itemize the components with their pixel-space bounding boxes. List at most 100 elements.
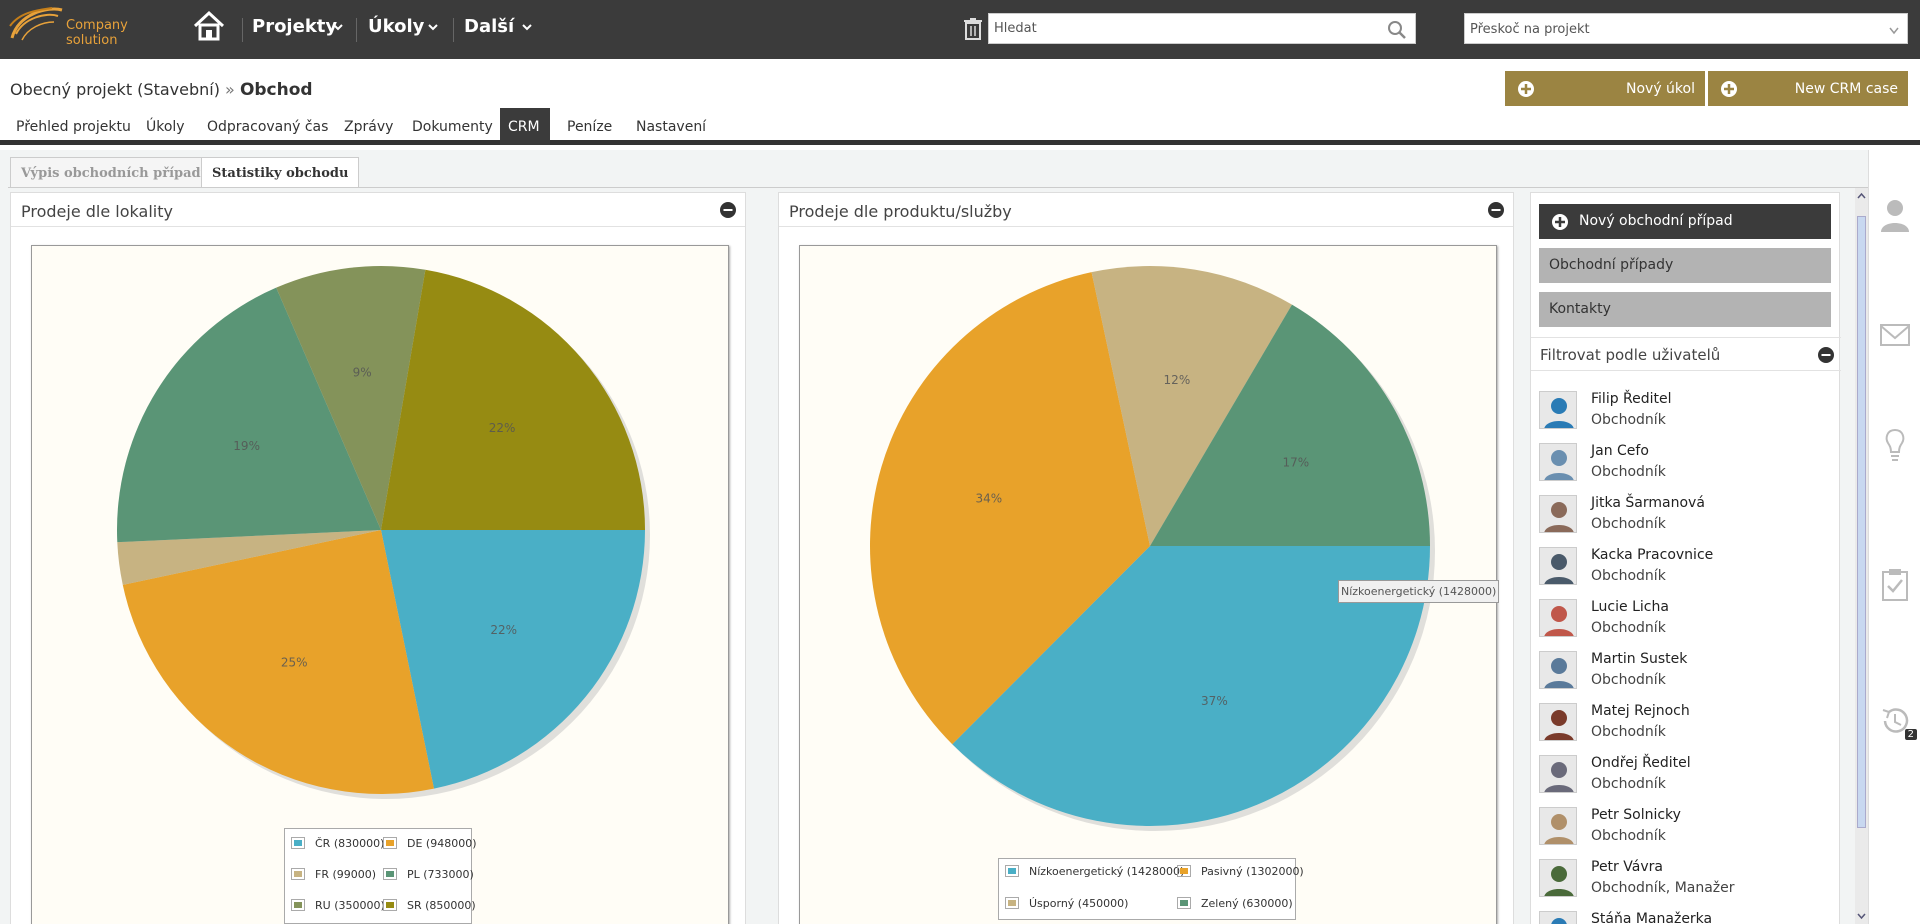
user-name: Jan Cefo <box>1591 443 1649 459</box>
tab-crm[interactable]: CRM <box>500 108 550 145</box>
search-icon[interactable] <box>1387 20 1407 40</box>
new-business-case-button[interactable]: Nový obchodní případ <box>1539 204 1831 239</box>
scroll-down-icon[interactable] <box>1857 912 1866 920</box>
pie-slice-RU[interactable] <box>276 266 426 530</box>
home-button[interactable] <box>192 10 228 46</box>
legend-item: ČR (830000) <box>291 837 384 850</box>
new-task-button[interactable]: Nový úkol <box>1505 71 1705 106</box>
avatar <box>1539 599 1577 637</box>
nav-dalsi[interactable]: Další <box>464 16 515 37</box>
user-filter-item[interactable]: Martin Sustek Obchodník <box>1539 647 1829 691</box>
pie-slice-Úsporný[interactable] <box>1091 266 1292 546</box>
chart-product: 37% 34% 12% 17% Nízkoenergetický (1428000) … <box>799 245 1500 924</box>
user-filter-item[interactable]: Jitka Šarmanová Obchodník <box>1539 491 1829 535</box>
pie-data-label: 9% <box>353 366 372 380</box>
mail-icon[interactable] <box>1879 318 1911 352</box>
legend-item: Zelený (630000) <box>1177 897 1293 910</box>
tab-prehled[interactable]: Přehled projektu <box>16 119 131 135</box>
user-filter-item[interactable]: Stáňa Manažerka <box>1539 907 1829 924</box>
crm-sidebar: Nový obchodní případ Obchodní případy Ko… <box>1530 192 1841 924</box>
collapse-icon[interactable] <box>1817 346 1835 364</box>
trash-icon[interactable] <box>963 17 983 41</box>
plus-circle-icon <box>1721 81 1737 97</box>
pie-slice-SR[interactable] <box>381 269 645 530</box>
pie-slice-Zelený[interactable] <box>1150 304 1430 546</box>
contacts-button[interactable]: Kontakty <box>1539 292 1831 327</box>
search-input[interactable] <box>989 14 1379 43</box>
subtab-divider <box>8 187 1868 188</box>
business-cases-button[interactable]: Obchodní případy <box>1539 248 1831 283</box>
pie-slice-FR[interactable] <box>117 530 381 585</box>
subtab-vypis[interactable]: Výpis obchodních případů <box>10 157 222 188</box>
user-filter-item[interactable]: Lucie Licha Obchodník <box>1539 595 1829 639</box>
pie-slice-Nízkoenergetický[interactable] <box>952 546 1430 826</box>
new-crm-case-label: New CRM case <box>1794 81 1898 97</box>
user-filter-item[interactable]: Ondřej Ředitel Obchodník <box>1539 751 1829 795</box>
pie-slice-PL[interactable] <box>117 287 382 543</box>
tab-ukoly[interactable]: Úkoly <box>146 119 185 135</box>
user-name: Kacka Pracovnice <box>1591 547 1714 563</box>
user-filter-item[interactable]: Petr Solnicky Obchodník <box>1539 803 1829 847</box>
tab-nastaveni[interactable]: Nastavení <box>636 119 707 135</box>
chevron-down-icon[interactable] <box>428 22 438 32</box>
user-filter-item[interactable]: Petr Vávra Obchodník, Manažer <box>1539 855 1829 899</box>
nav-separator <box>242 18 243 42</box>
chevron-down-icon[interactable] <box>333 22 343 32</box>
scroll-up-icon[interactable] <box>1857 192 1866 200</box>
user-role: Obchodník <box>1591 516 1666 532</box>
collapse-icon[interactable] <box>1487 201 1505 219</box>
panel-header: Prodeje dle produktu/služby <box>779 193 1513 227</box>
company-logo[interactable]: Company solution <box>8 4 183 48</box>
subtab-statistiky[interactable]: Statistiky obchodu <box>201 157 360 188</box>
user-filter-item[interactable]: Jan Cefo Obchodník <box>1539 439 1829 483</box>
avatar <box>1539 807 1577 845</box>
page-title: Obchod <box>239 80 313 100</box>
user-icon[interactable] <box>1879 198 1911 232</box>
nav-ukoly[interactable]: Úkoly <box>368 16 425 37</box>
legend-item: RU (350000) <box>291 899 385 912</box>
tab-penize[interactable]: Peníze <box>567 119 613 135</box>
clipboard-check-icon[interactable] <box>1879 568 1911 602</box>
pie-data-label: 12% <box>1164 373 1191 387</box>
vertical-scrollbar[interactable] <box>1855 188 1868 924</box>
legend-location: ČR (830000) DE (948000) FR (99000) PL (7… <box>284 828 477 924</box>
user-filter-item[interactable]: Kacka Pracovnice Obchodník <box>1539 543 1829 587</box>
new-business-case-label: Nový obchodní případ <box>1579 213 1733 229</box>
legend-item: PL (733000) <box>383 868 474 881</box>
user-role: Obchodník <box>1591 724 1666 740</box>
lightbulb-icon[interactable] <box>1879 428 1911 462</box>
user-filter-item[interactable]: Filip Ředitel Obchodník <box>1539 387 1829 431</box>
tab-odpracovany-cas[interactable]: Odpracovaný čas <box>207 119 329 135</box>
history-icon <box>1882 708 1909 733</box>
avatar <box>1539 755 1577 793</box>
pie-slice-Pasivný[interactable] <box>869 272 1150 745</box>
pie-data-label: 37% <box>1201 694 1228 708</box>
user-name: Lucie Licha <box>1591 599 1669 615</box>
pie-chart-product: 37% 34% 12% 17% <box>869 266 1435 831</box>
user-filter-item[interactable]: Matej Rejnoch Obchodník <box>1539 699 1829 743</box>
scrollbar-thumb[interactable] <box>1857 216 1866 828</box>
project-jump-select[interactable]: Přeskoč na projekt <box>1464 13 1908 44</box>
user-name: Jitka Šarmanová <box>1591 495 1705 511</box>
nav-separator <box>453 18 454 42</box>
chevron-down-icon[interactable] <box>522 22 532 32</box>
chart-location: 22% 25% 19% 9% 22% ČR (830000) DE (948000) F… <box>31 245 729 924</box>
tab-zpravy[interactable]: Zprávy <box>344 119 394 135</box>
collapse-icon[interactable] <box>719 201 737 219</box>
user-role: Obchodník, Manažer <box>1591 880 1735 896</box>
user-role: Obchodník <box>1591 464 1666 480</box>
pie-slice-DE[interactable] <box>122 530 434 794</box>
user-name: Petr Solnicky <box>1591 807 1681 823</box>
nav-projekty[interactable]: Projekty <box>252 16 338 37</box>
avatar <box>1539 391 1577 429</box>
history-button[interactable]: 2 <box>1879 704 1917 740</box>
top-bar: Company solution Projekty Úkoly Další Př… <box>0 0 1920 59</box>
tab-dokumenty[interactable]: Dokumenty <box>412 119 493 135</box>
pie-slice-ČR[interactable] <box>381 530 645 789</box>
pie-data-label: 19% <box>233 439 260 453</box>
user-role: Obchodník <box>1591 620 1666 636</box>
panel-header: Prodeje dle lokality <box>11 193 745 227</box>
new-crm-case-button[interactable]: New CRM case <box>1708 71 1908 106</box>
breadcrumb-parent[interactable]: Obecný projekt (Stavební) <box>10 80 220 99</box>
legend-label: FR (99000) <box>315 868 377 881</box>
